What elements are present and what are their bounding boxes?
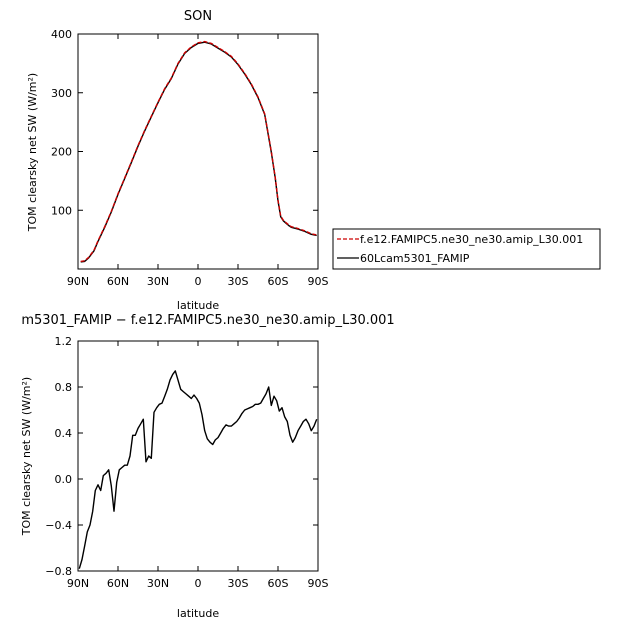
bottom-plot-frame <box>77 340 319 572</box>
x-tick-label: 90N <box>67 577 89 590</box>
x-tick-label: 60N <box>107 577 129 590</box>
top-x-axis-label: latitude <box>177 299 219 312</box>
top-plot-frame <box>77 33 319 270</box>
top-y-axis: 100 200 300 400 <box>51 28 318 217</box>
x-tick-label: 0 <box>195 577 202 590</box>
x-tick-label: 0 <box>195 275 202 288</box>
bottom-chart: m5301_FAMIP − f.e12.FAMIPC5.ne30_ne30.am… <box>20 313 395 620</box>
series-line-1 <box>78 370 318 569</box>
legend-frame <box>332 228 601 270</box>
x-tick-label: 90S <box>308 577 329 590</box>
bottom-series-group <box>78 370 318 569</box>
bottom-y-axis: −0.8 −0.4 0.0 0.4 0.8 1.2 <box>45 335 318 578</box>
x-tick-label: 30N <box>147 275 169 288</box>
y-tick-label: 1.2 <box>55 335 73 348</box>
x-tick-label: 90S <box>308 275 329 288</box>
bottom-y-axis-label-text: TOM clearsky net SW (W/m²) <box>20 377 33 536</box>
legend-label-series-2: 60Lcam5301_FAMIP <box>360 252 470 265</box>
top-chart-title: SON <box>184 9 212 24</box>
bottom-x-axis-label: latitude <box>177 607 219 620</box>
legend-label-series-1: f.e12.FAMIPC5.ne30_ne30.amip_L30.001 <box>360 233 583 246</box>
y-tick-label: 0.0 <box>55 473 73 486</box>
y-tick-label: 400 <box>51 28 72 41</box>
top-y-axis-label-text: TOM clearsky net SW (W/m²) <box>26 73 39 232</box>
x-tick-label: 90N <box>67 275 89 288</box>
y-tick-label: 200 <box>51 146 72 159</box>
x-tick-label: 30S <box>228 275 249 288</box>
y-tick-label: −0.8 <box>45 565 72 578</box>
x-tick-label: 30N <box>147 577 169 590</box>
x-tick-label: 60S <box>268 577 289 590</box>
y-tick-label: −0.4 <box>45 519 72 532</box>
y-tick-label: 100 <box>51 204 72 217</box>
x-tick-label: 60S <box>268 275 289 288</box>
x-tick-label: 30S <box>228 577 249 590</box>
y-tick-label: 0.8 <box>55 381 73 394</box>
x-tick-label: 60N <box>107 275 129 288</box>
bottom-x-axis: 90N 60N 30N 0 30S 60S 90S <box>67 341 329 590</box>
y-tick-label: 300 <box>51 87 72 100</box>
bottom-chart-title: m5301_FAMIP − f.e12.FAMIPC5.ne30_ne30.am… <box>21 313 394 328</box>
top-y-axis-label: TOM clearsky net SW (W/m²) <box>26 73 39 232</box>
legend: f.e12.FAMIPC5.ne30_ne30.amip_L30.001 60L… <box>332 228 601 270</box>
top-x-axis: 90N 60N 30N 0 30S 60S 90S <box>67 34 329 288</box>
top-series-group <box>80 40 317 263</box>
y-tick-label: 0.4 <box>55 427 73 440</box>
top-chart: SON 100 200 300 400 90N 60N 30N 0 30S 60S 90S lat… <box>26 9 329 312</box>
series-line-1 <box>80 40 317 263</box>
series-line-2 <box>80 41 317 263</box>
bottom-y-axis-label: TOM clearsky net SW (W/m²) <box>20 377 33 536</box>
